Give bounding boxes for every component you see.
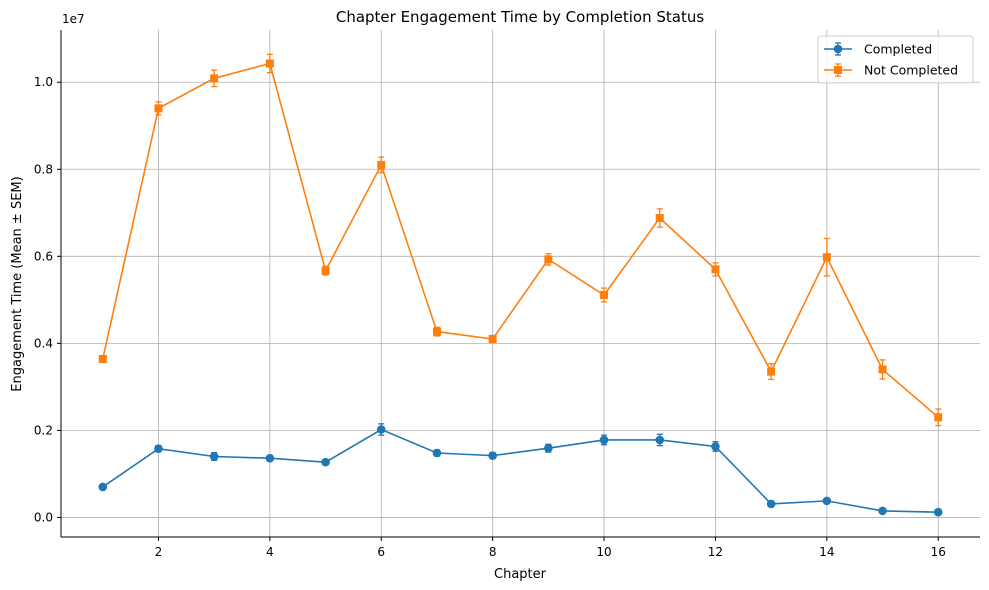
- y-axis-title: Engagement Time (Mean ± SEM): [10, 176, 25, 391]
- legend-label: Not Completed: [864, 63, 958, 78]
- series-line: [102, 428, 939, 513]
- data-point: [933, 507, 943, 517]
- data-point: [98, 482, 108, 492]
- data-point: [377, 160, 386, 169]
- x-tick-label: 10: [596, 545, 611, 559]
- x-tick-label: 12: [708, 545, 723, 559]
- y-tick-label: 0.6: [34, 249, 53, 263]
- data-point: [822, 253, 831, 262]
- legend-marker: [834, 66, 842, 74]
- data-point: [488, 334, 497, 343]
- data-point: [209, 452, 219, 461]
- data-point: [655, 435, 665, 445]
- x-tick-label: 16: [931, 545, 946, 559]
- chart-title: Chapter Engagement Time by Completion St…: [336, 8, 704, 26]
- data-point: [544, 255, 553, 264]
- data-point: [878, 506, 887, 516]
- data-point: [766, 499, 776, 509]
- data-point: [432, 327, 441, 336]
- x-tick-label: 14: [819, 545, 834, 559]
- data-point: [544, 443, 553, 453]
- data-point: [711, 442, 720, 451]
- legend-label: Completed: [864, 42, 932, 57]
- x-tick-label: 6: [377, 545, 385, 559]
- data-point: [655, 214, 664, 223]
- y-tick-label: 0.0: [34, 510, 53, 524]
- series-line: [101, 62, 939, 418]
- y-axis-multiplier: 1e7: [62, 12, 85, 26]
- legend-marker: [833, 44, 843, 54]
- legend-box: [817, 35, 974, 84]
- x-tick-label: 4: [266, 545, 274, 559]
- data-point: [98, 355, 107, 364]
- data-point: [599, 435, 609, 445]
- data-point: [878, 365, 887, 374]
- data-point: [321, 457, 330, 467]
- legend: Completed Not Completed: [817, 35, 974, 84]
- series-completed: [98, 423, 943, 517]
- x-tick-label: 8: [489, 545, 497, 559]
- data-point: [210, 74, 219, 83]
- y-tick-label: 0.4: [34, 336, 53, 350]
- x-axis-title: Chapter: [494, 567, 547, 582]
- y-tick-label: 0.8: [34, 162, 53, 176]
- data-point: [432, 448, 442, 458]
- data-point: [711, 265, 720, 274]
- data-point: [822, 496, 832, 506]
- data-point: [600, 291, 609, 300]
- axes: 2 4 6 8 10 12 14 16 0.0 0.2 0.4 0.6 0.8 1.0: [34, 30, 980, 559]
- data-point: [934, 413, 943, 422]
- grid: [61, 30, 980, 537]
- x-tick-label: 2: [155, 545, 163, 559]
- data-point: [321, 266, 330, 275]
- data-point: [265, 59, 274, 68]
- series-layer: [98, 53, 943, 517]
- data-point: [154, 444, 163, 453]
- legend-item-not-completed: Not Completed: [824, 63, 958, 78]
- legend-item-completed: Completed: [824, 42, 932, 57]
- series-not-completed: [98, 53, 943, 427]
- y-tick-label: 1.0: [34, 75, 53, 89]
- data-point: [767, 367, 776, 376]
- data-point: [488, 451, 497, 460]
- data-point: [154, 104, 163, 113]
- data-point: [376, 425, 386, 434]
- y-tick-label: 0.2: [34, 423, 53, 437]
- data-point: [265, 453, 275, 463]
